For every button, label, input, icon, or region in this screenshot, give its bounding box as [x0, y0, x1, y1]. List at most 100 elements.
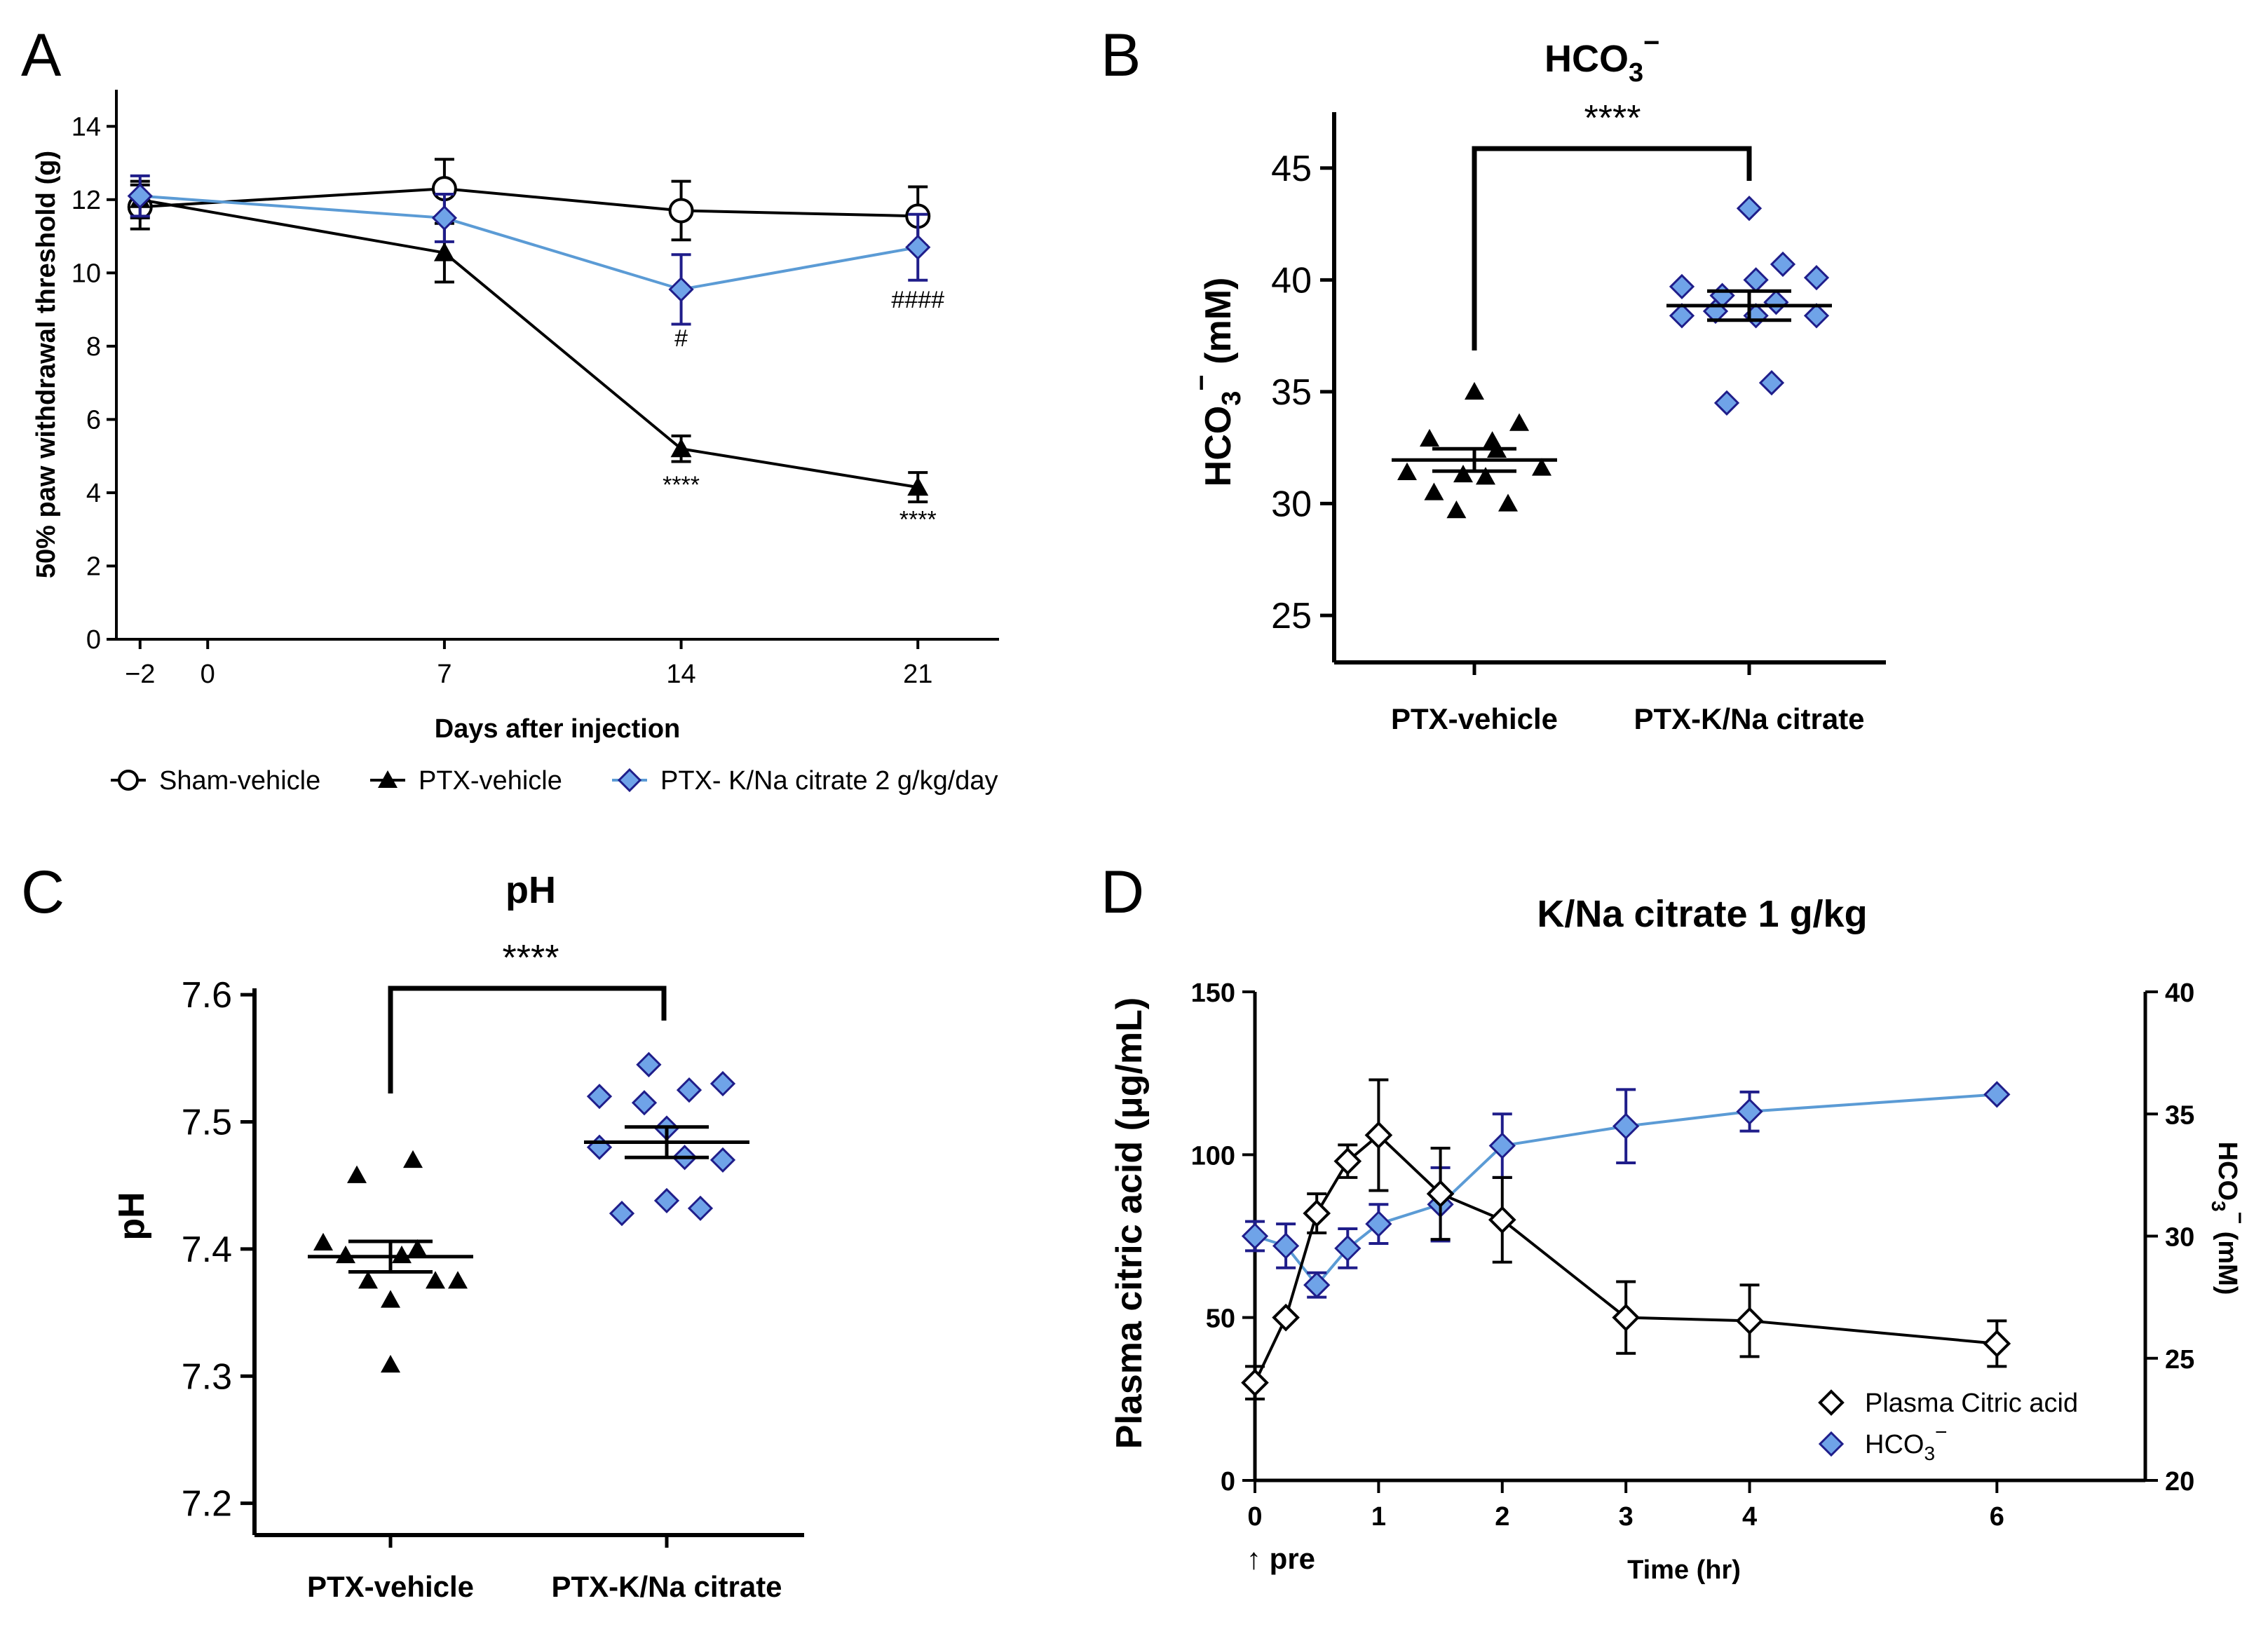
x-tick-label: 1 [1371, 1502, 1386, 1532]
data-point [1612, 1112, 1640, 1140]
panel-d-axes: 0 50 100 150 20 25 30 35 40 0 1 2 3 4 6 [1191, 979, 2195, 1532]
data-point [636, 1051, 662, 1077]
series-plasma-citric-acid [1241, 1078, 2011, 1400]
data-point [631, 1090, 658, 1116]
y-tick-label: 40 [1271, 260, 1312, 301]
panel-a-axes [115, 90, 999, 641]
panel-c-points [313, 1051, 736, 1373]
panel-c-stats [308, 1125, 749, 1274]
data-point [407, 1239, 428, 1257]
panel-letter-a: A [21, 22, 62, 89]
group-stats [584, 1125, 749, 1159]
x-tick-label: 0 [201, 660, 215, 689]
panel-a-y-axis-label: 50% paw withdrawal threshold (g) [32, 151, 61, 578]
data-point [313, 1232, 333, 1250]
x-tick-label: 2 [1495, 1502, 1509, 1532]
panel-c-category-2: PTX-K/Na citrate [551, 1570, 782, 1603]
panel-a-series [127, 158, 931, 503]
data-point [1241, 1222, 1269, 1250]
panel-c-significance-bracket [388, 986, 667, 1093]
y-tick-label: 10 [72, 259, 101, 288]
y-tick-label: 50 [1206, 1304, 1235, 1334]
x-tick-label: 21 [903, 660, 932, 689]
series-line [140, 198, 918, 489]
series-sham-vehicle [127, 158, 931, 247]
y-tick-label: 35 [1271, 372, 1312, 413]
data-point [448, 1271, 468, 1289]
data-point [1482, 431, 1502, 449]
y-tick-label: 8 [86, 332, 101, 362]
data-point [1532, 458, 1551, 476]
panel-b-axes: 25 30 35 40 45 [1271, 112, 1886, 675]
y2-tick-label: 40 [2165, 979, 2194, 1008]
legend-citrate-marker [617, 768, 642, 793]
y-tick-label: 30 [1271, 484, 1312, 524]
data-point [1736, 196, 1763, 221]
x-tick-label: 4 [1742, 1502, 1757, 1532]
significance-marker: **** [899, 507, 937, 533]
y-tick-label: 7.2 [182, 1484, 232, 1525]
data-point [1465, 381, 1484, 400]
panel-a-ticks: 0 2 4 6 8 10 12 14 −2 0 7 14 21 [72, 112, 933, 689]
data-point [1983, 1081, 2011, 1108]
panel-a-annotations: ********##### [663, 287, 944, 533]
data-point [1272, 1232, 1300, 1260]
legend-hco3-marker [1818, 1431, 1845, 1457]
panel-d-x-axis-label: Time (hr) [1627, 1555, 1741, 1585]
panel-b-category-2: PTX-K/Na citrate [1634, 702, 1864, 735]
panel-c-category-1: PTX-vehicle [307, 1570, 474, 1603]
data-point [403, 1150, 423, 1168]
x-tick-label: 3 [1619, 1502, 1634, 1532]
panel-d-series [1241, 1078, 2011, 1400]
group-stats [1666, 289, 1832, 322]
legend-sham-marker [118, 770, 139, 791]
series-line [140, 187, 918, 218]
data-point [1713, 390, 1740, 416]
data-point [670, 438, 692, 458]
panel-letter-d: D [1101, 859, 1144, 926]
legend-ptx-marker [378, 770, 398, 788]
data-point [1803, 265, 1830, 291]
data-point [127, 183, 153, 209]
panel-letter-b: B [1101, 22, 1141, 89]
data-point [1488, 1132, 1516, 1159]
significance-marker: # [674, 325, 688, 352]
data-point [1241, 1368, 1269, 1397]
data-point [381, 1290, 400, 1308]
data-point [586, 1134, 613, 1160]
y-tick-label: 14 [72, 112, 101, 142]
data-point [1364, 1121, 1393, 1150]
data-point [676, 1077, 702, 1103]
panel-b-category-1: PTX-vehicle [1391, 702, 1558, 735]
data-point [1420, 428, 1439, 447]
data-point [1446, 500, 1467, 519]
y-tick-label: 2 [86, 552, 101, 581]
data-point [358, 1271, 378, 1289]
data-point [392, 1245, 412, 1264]
data-point [668, 198, 694, 224]
data-point [1803, 303, 1830, 329]
y2-tick-label: 20 [2165, 1467, 2194, 1497]
data-point [336, 1245, 355, 1264]
panel-b: HCO3− 25 30 35 40 45 **** HCO3− (mM) PTX-veh… [1186, 27, 1886, 735]
panel-c: pH 7.2 7.3 7.4 7.5 7.6 **** pH PTX-vehicle P… [111, 869, 804, 1603]
data-point [426, 1271, 445, 1289]
y-tick-label: 45 [1271, 149, 1312, 189]
data-point [1509, 413, 1529, 431]
panel-c-y-axis-label: pH [111, 1192, 152, 1240]
data-point [1736, 1098, 1763, 1125]
y-tick-label: 100 [1191, 1141, 1235, 1171]
y2-tick-label: 35 [2165, 1100, 2194, 1130]
panel-letter-c: C [21, 859, 64, 926]
x-tick-label: 7 [437, 660, 451, 689]
series-line [140, 194, 918, 291]
y-tick-label: 7.5 [182, 1102, 232, 1143]
panel-a-legend: Sham-vehicle PTX-vehicle PTX- K/Na citra… [111, 766, 998, 796]
data-point [609, 1200, 635, 1227]
data-point [668, 276, 694, 302]
group-stats [308, 1239, 473, 1274]
x-tick-label: 6 [1990, 1502, 2004, 1532]
x-tick-label: −2 [125, 660, 155, 689]
data-point [1303, 1199, 1331, 1227]
significance-marker: **** [663, 472, 700, 498]
